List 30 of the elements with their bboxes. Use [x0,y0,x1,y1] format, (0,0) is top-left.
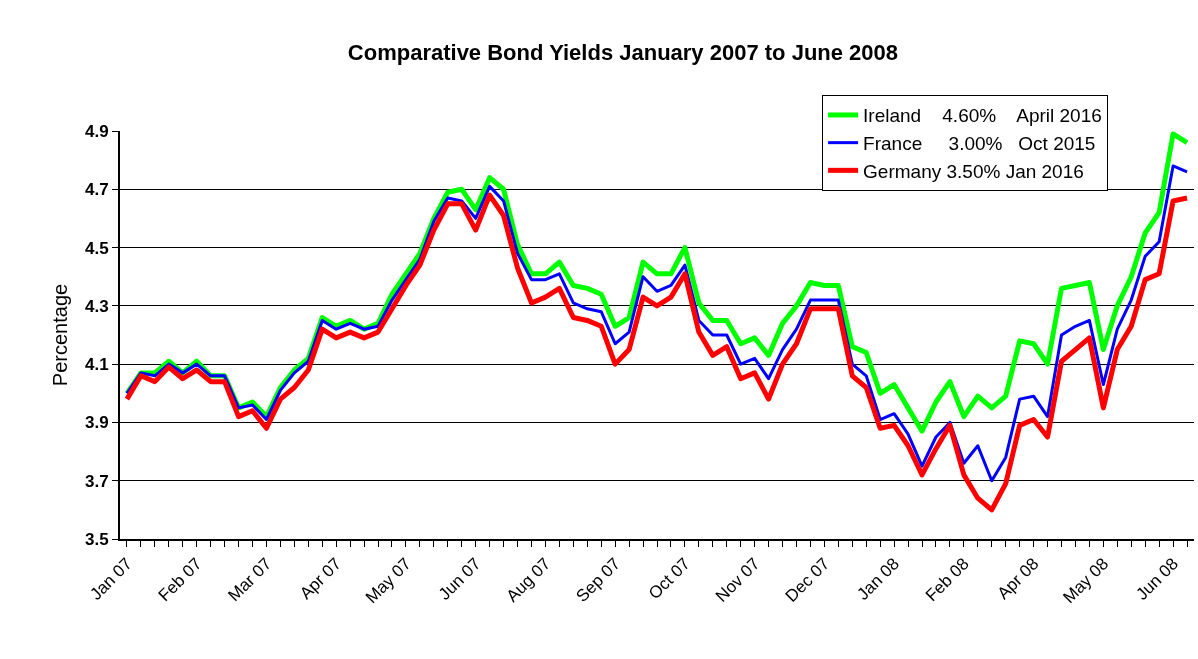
y-tick-label: 4.1 [84,355,109,375]
legend-label: Ireland 4.60% April 2016 [863,105,1102,127]
chart-title: Comparative Bond Yields January 2007 to June 2008 [347,40,899,66]
y-tick-label: 4.5 [84,238,109,258]
x-tick-label: Jun 08 [1132,554,1182,604]
x-tick-label: Apr 07 [296,554,346,604]
legend-label: Germany 3.50% Jan 2016 [863,160,1084,182]
y-tick-label: 3.7 [84,471,109,491]
x-tick-label: Feb 08 [921,554,973,606]
x-tick-label: Jun 07 [434,554,485,604]
x-tick-label: Apr 08 [993,554,1043,604]
x-tick-label: Jan 07 [86,554,136,604]
x-tick-label: Aug 07 [502,554,555,606]
line-series [125,164,1189,483]
x-tick-label: Mar 07 [224,554,276,606]
y-tick-label: 4.7 [84,180,109,200]
legend-label: France 3.00% Oct 2015 [863,133,1096,155]
x-tick-label: May 07 [361,554,415,608]
x-tick-label: Oct 07 [644,554,694,604]
x-tick-label: Nov 07 [711,554,764,606]
y-tick-label: 3.9 [84,413,109,433]
y-tick-label: 4.9 [84,121,109,141]
x-tick-label: Jan 08 [853,554,903,604]
x-tick-label: May 08 [1059,554,1113,608]
y-tick-label: 3.5 [84,529,109,549]
x-tick-label: Feb 07 [154,554,206,606]
y-tick-label: 4.3 [84,296,109,316]
x-tick-label: Dec 07 [781,554,834,606]
y-axis-title: Percentage [48,283,71,387]
x-tick-label: Sep 07 [572,554,624,606]
